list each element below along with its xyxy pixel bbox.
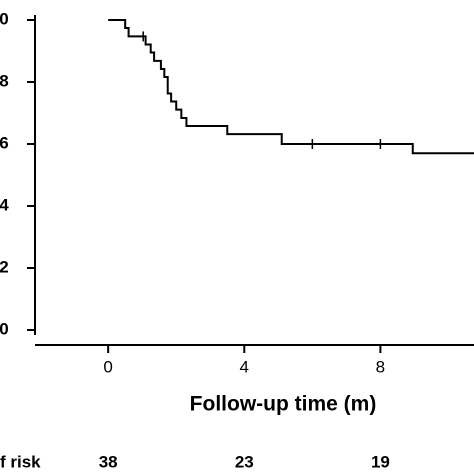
x-tick-label: 0 (103, 357, 112, 376)
risk-label: f risk (0, 452, 41, 471)
x-tick-label: 8 (376, 357, 385, 376)
x-tick-label: 4 (240, 357, 249, 376)
risk-count: 19 (371, 452, 390, 471)
risk-count: 38 (99, 452, 118, 471)
x-axis-title: Follow-up time (m) (190, 393, 377, 416)
y-tick-label: 2 (0, 257, 9, 276)
y-tick-label: 6 (0, 133, 9, 152)
y-tick-label: 0 (0, 9, 9, 28)
y-tick-label: 0 (0, 319, 9, 338)
y-tick-label: 8 (0, 71, 9, 90)
y-tick-label: 4 (0, 195, 9, 214)
survival-curve (108, 19, 474, 155)
risk-count: 23 (235, 452, 254, 471)
